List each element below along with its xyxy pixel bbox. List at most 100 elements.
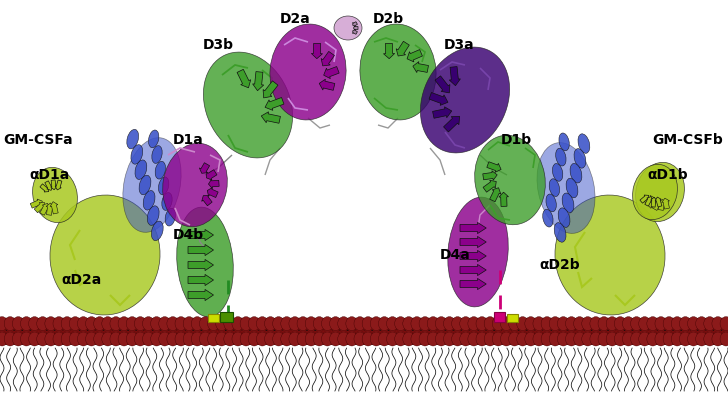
Ellipse shape <box>298 331 309 344</box>
Ellipse shape <box>363 318 373 332</box>
Ellipse shape <box>411 331 422 344</box>
Ellipse shape <box>151 332 162 346</box>
Ellipse shape <box>468 318 480 332</box>
Ellipse shape <box>159 177 169 195</box>
Ellipse shape <box>590 317 602 331</box>
Ellipse shape <box>663 332 675 346</box>
Ellipse shape <box>215 317 228 331</box>
Ellipse shape <box>355 318 365 332</box>
Ellipse shape <box>159 331 170 344</box>
Ellipse shape <box>655 332 667 346</box>
FancyArrow shape <box>312 43 323 59</box>
Ellipse shape <box>598 332 610 346</box>
Ellipse shape <box>476 317 488 331</box>
FancyArrow shape <box>353 29 357 34</box>
Ellipse shape <box>216 318 227 332</box>
Ellipse shape <box>411 318 422 332</box>
Ellipse shape <box>493 318 504 332</box>
FancyArrow shape <box>644 195 654 204</box>
FancyArrow shape <box>499 192 508 206</box>
Ellipse shape <box>20 332 32 346</box>
Ellipse shape <box>330 332 341 346</box>
FancyArrow shape <box>40 184 49 192</box>
Ellipse shape <box>704 332 716 346</box>
Ellipse shape <box>663 318 675 332</box>
Ellipse shape <box>69 332 81 346</box>
Ellipse shape <box>175 331 186 344</box>
Ellipse shape <box>273 331 284 344</box>
FancyArrow shape <box>460 278 486 290</box>
Ellipse shape <box>712 317 724 331</box>
Ellipse shape <box>387 318 398 332</box>
Ellipse shape <box>28 332 41 346</box>
Ellipse shape <box>281 318 293 332</box>
Ellipse shape <box>395 318 406 332</box>
Ellipse shape <box>273 318 284 332</box>
Ellipse shape <box>452 331 463 344</box>
Ellipse shape <box>647 332 659 346</box>
Ellipse shape <box>680 331 691 344</box>
Ellipse shape <box>614 332 626 346</box>
Ellipse shape <box>167 317 179 331</box>
Ellipse shape <box>119 318 130 332</box>
Ellipse shape <box>208 318 219 332</box>
Ellipse shape <box>61 318 73 332</box>
Ellipse shape <box>143 318 154 332</box>
Ellipse shape <box>566 317 577 331</box>
Ellipse shape <box>485 318 496 332</box>
FancyArrow shape <box>199 163 210 173</box>
Ellipse shape <box>606 317 618 331</box>
Ellipse shape <box>162 143 227 227</box>
Ellipse shape <box>151 331 162 344</box>
Ellipse shape <box>139 175 151 195</box>
Ellipse shape <box>638 317 651 331</box>
Ellipse shape <box>155 161 165 179</box>
Ellipse shape <box>509 331 520 344</box>
Ellipse shape <box>696 331 707 344</box>
Ellipse shape <box>330 331 341 344</box>
Ellipse shape <box>264 332 277 346</box>
Text: αD1a: αD1a <box>30 168 70 182</box>
Ellipse shape <box>102 318 114 332</box>
Ellipse shape <box>525 318 537 332</box>
Ellipse shape <box>484 317 496 331</box>
Ellipse shape <box>135 317 146 331</box>
Ellipse shape <box>70 318 81 332</box>
FancyArrow shape <box>354 26 358 30</box>
Ellipse shape <box>460 331 471 344</box>
Ellipse shape <box>297 317 309 331</box>
Ellipse shape <box>362 332 374 346</box>
Ellipse shape <box>314 318 325 332</box>
Ellipse shape <box>501 318 512 332</box>
Ellipse shape <box>460 317 472 331</box>
Ellipse shape <box>143 317 154 331</box>
Ellipse shape <box>704 317 716 331</box>
Ellipse shape <box>94 318 106 332</box>
Ellipse shape <box>362 317 374 331</box>
Ellipse shape <box>45 317 57 331</box>
Ellipse shape <box>492 317 505 331</box>
Ellipse shape <box>696 332 708 346</box>
FancyArrow shape <box>413 62 429 73</box>
Ellipse shape <box>338 332 349 346</box>
Ellipse shape <box>224 331 235 344</box>
Ellipse shape <box>248 318 260 332</box>
Ellipse shape <box>582 317 593 331</box>
Ellipse shape <box>135 160 147 180</box>
Ellipse shape <box>403 331 414 344</box>
FancyArrow shape <box>207 170 217 180</box>
FancyArrow shape <box>50 202 58 214</box>
Bar <box>507 314 518 322</box>
Ellipse shape <box>542 318 553 332</box>
Ellipse shape <box>162 193 173 210</box>
FancyArrow shape <box>321 51 334 66</box>
Ellipse shape <box>159 332 170 346</box>
Ellipse shape <box>183 332 195 346</box>
Ellipse shape <box>330 318 341 332</box>
Ellipse shape <box>633 164 678 220</box>
Text: D2b: D2b <box>373 12 403 26</box>
Ellipse shape <box>232 317 244 331</box>
Ellipse shape <box>679 332 692 346</box>
Ellipse shape <box>419 332 431 346</box>
Ellipse shape <box>0 331 7 344</box>
